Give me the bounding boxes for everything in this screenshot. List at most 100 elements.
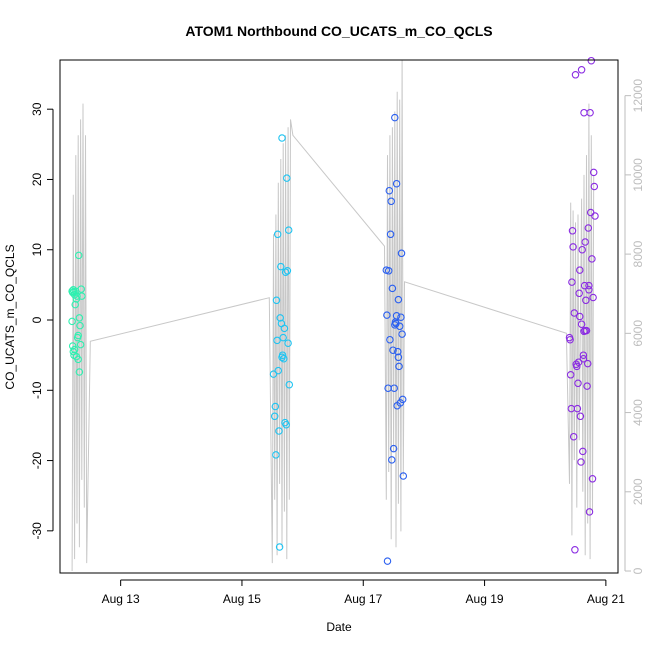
- data-point: [585, 281, 593, 290]
- data-point: [270, 412, 279, 421]
- data-point: [577, 320, 586, 328]
- points-layer: [68, 56, 599, 565]
- y2-tick-label: 12000: [631, 79, 645, 113]
- data-point: [568, 278, 576, 286]
- altitude-layer: [71, 59, 595, 572]
- data-point: [583, 359, 592, 368]
- data-point: [582, 296, 590, 305]
- data-point: [281, 268, 290, 276]
- data-point: [569, 243, 577, 251]
- data-point: [574, 379, 582, 388]
- data-point: [580, 281, 589, 290]
- data-point: [588, 255, 596, 263]
- y-tick-label: 0: [30, 316, 44, 323]
- data-point: [273, 336, 281, 345]
- data-point: [76, 340, 85, 349]
- data-point: [578, 245, 586, 254]
- y2-tick-label: 6000: [631, 320, 645, 347]
- x-tick-label: Aug 13: [102, 592, 140, 606]
- data-point: [277, 262, 285, 271]
- y-tick-label: 10: [30, 243, 44, 257]
- data-point: [584, 224, 593, 232]
- data-point: [70, 345, 79, 354]
- data-point: [73, 292, 81, 300]
- data-point: [574, 358, 583, 366]
- data-point: [386, 230, 395, 239]
- data-point: [275, 543, 284, 551]
- data-point: [392, 179, 401, 188]
- data-point: [284, 226, 293, 234]
- data-point: [280, 354, 288, 363]
- y-tick-label: 20: [30, 172, 44, 186]
- data-point: [573, 404, 582, 413]
- x-tick-label: Aug 21: [587, 592, 625, 606]
- x-tick-label: Aug 15: [223, 592, 261, 606]
- data-point: [579, 351, 588, 359]
- data-point: [383, 311, 391, 319]
- x-tick-label: Aug 17: [344, 592, 382, 606]
- y-tick-label: 30: [30, 102, 44, 116]
- data-point: [581, 238, 589, 246]
- data-point: [272, 296, 281, 305]
- data-point: [571, 546, 579, 554]
- data-point: [575, 289, 583, 298]
- data-point: [568, 227, 577, 235]
- data-point: [76, 321, 84, 330]
- data-point: [77, 285, 85, 293]
- data-point: [388, 456, 396, 464]
- data-point: [566, 335, 574, 344]
- data-point: [389, 444, 398, 453]
- y2-tick-label: 10000: [631, 158, 645, 192]
- y-axis: -30 -20 -10 0 10 20 30: [30, 102, 54, 540]
- data-point: [576, 266, 584, 274]
- series-2: [269, 134, 294, 551]
- x-axis: Aug 13 Aug 15 Aug 17 Aug 19 Aug 21: [102, 579, 625, 606]
- data-point: [397, 249, 406, 258]
- data-point: [68, 317, 76, 326]
- data-point: [283, 174, 291, 182]
- plot-frame: [59, 59, 619, 574]
- data-point: [75, 251, 83, 260]
- data-point: [579, 447, 587, 456]
- data-point: [395, 322, 404, 331]
- data-point: [282, 420, 290, 429]
- data-point: [571, 71, 580, 79]
- y-axis-label: CO_UCATS_m_CO_QCLS: [3, 244, 17, 389]
- data-point: [566, 371, 575, 379]
- data-point: [390, 384, 398, 392]
- data-point: [398, 330, 406, 338]
- data-point: [386, 335, 394, 344]
- data-point: [394, 347, 402, 356]
- data-point: [591, 212, 599, 220]
- data-point: [72, 352, 81, 361]
- data-point: [278, 134, 286, 142]
- data-point: [398, 395, 407, 404]
- data-point: [570, 309, 579, 317]
- data-point: [284, 339, 292, 347]
- x-tick-label: Aug 19: [466, 592, 504, 606]
- data-point: [279, 333, 287, 342]
- data-point: [78, 292, 86, 300]
- data-point: [75, 368, 84, 376]
- data-point: [576, 412, 585, 421]
- y2-tick-label: 0: [631, 567, 645, 574]
- data-point: [589, 168, 598, 177]
- data-point: [587, 56, 596, 65]
- data-point: [580, 108, 588, 117]
- x-axis-label: Date: [326, 620, 352, 634]
- data-point: [590, 182, 599, 191]
- y2-tick-label: 8000: [631, 240, 645, 267]
- data-point: [387, 197, 395, 206]
- data-point: [75, 314, 84, 322]
- data-point: [588, 475, 597, 483]
- data-point: [391, 113, 399, 122]
- data-point: [397, 313, 405, 321]
- data-point: [391, 321, 399, 329]
- data-point: [274, 366, 283, 375]
- y-tick-label: -20: [30, 452, 44, 470]
- data-point: [388, 284, 397, 293]
- series-3: [382, 113, 408, 565]
- data-point: [74, 331, 82, 340]
- series-1: [68, 251, 86, 376]
- data-point: [399, 472, 408, 480]
